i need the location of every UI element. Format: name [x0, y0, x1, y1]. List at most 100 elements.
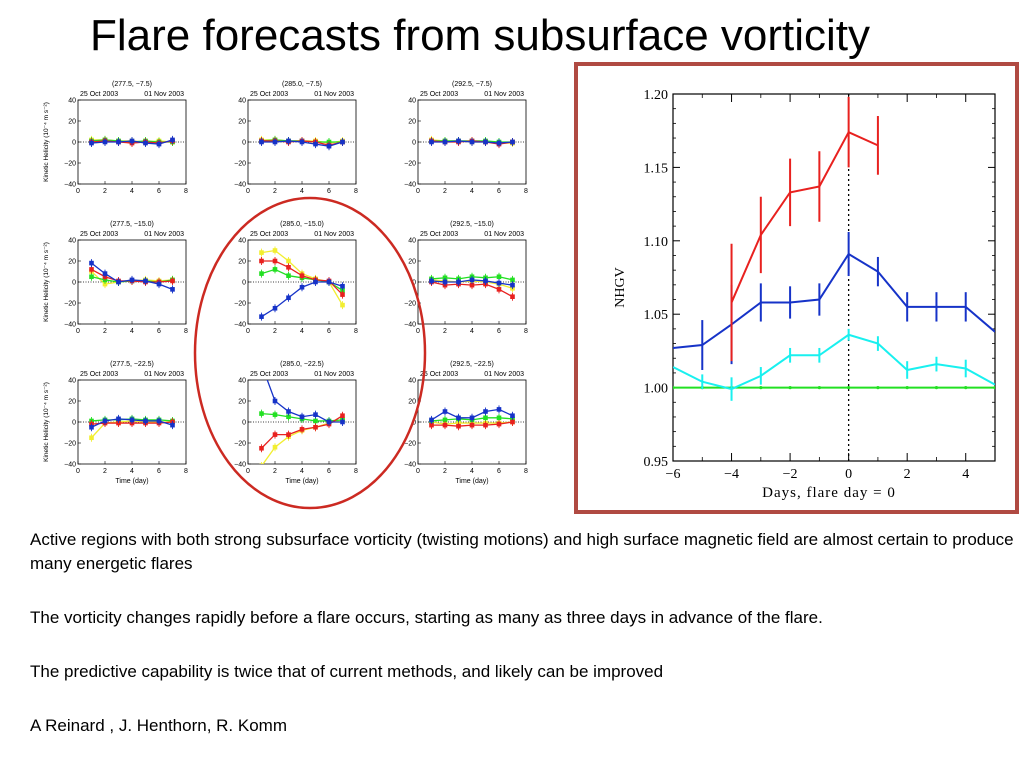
y-tick-label: 40: [68, 238, 76, 245]
data-point: [272, 139, 278, 145]
panel-title: (285.0, −22.5): [280, 361, 324, 368]
data-point: [170, 137, 175, 143]
helicity-panel: (277.5, −7.5) 25 Oct 2003 01 Nov 2003 0 2 4 6 8…: [43, 81, 188, 195]
data-point: [847, 386, 851, 390]
data-point: [496, 140, 502, 146]
slide-body: Active regions with both strong subsurfa…: [30, 528, 1015, 768]
y-tick-label: 0: [412, 420, 416, 427]
nhgv-series-line-red: [730, 130, 879, 303]
data-point: [116, 279, 121, 285]
x-tick-label: 0: [416, 328, 420, 335]
x-tick-label: 8: [354, 328, 358, 335]
data-point: [964, 386, 968, 390]
x-tick-label: 8: [184, 468, 188, 475]
x-tick-label: 4: [300, 468, 304, 475]
data-point: [299, 284, 305, 290]
panel-date-label: 01 Nov 2003: [484, 371, 524, 378]
x-tick-label: 0: [76, 468, 80, 475]
data-point: [429, 417, 434, 423]
data-point: [313, 412, 318, 417]
panel-date-label: 25 Oct 2003: [80, 371, 118, 378]
helicity-panel: (285.0, −15.0) 25 Oct 2003 01 Nov 2003 0 2 4 6…: [234, 221, 358, 335]
y-tick-label: 0: [242, 420, 246, 427]
data-point: [340, 292, 345, 297]
y-tick-label: 20: [238, 399, 246, 406]
x-tick-label: 4: [470, 328, 474, 335]
y-tick-label: 1.00: [644, 382, 669, 397]
data-point: [673, 386, 675, 390]
nhgv-chart-frame: 0.95 1.00 1.05 1.10 1.15 1.20 −6 −4 −2 0 2 4 Days, f…: [574, 62, 1019, 514]
x-tick-label: 2: [103, 188, 107, 195]
y-tick-label: −40: [64, 182, 76, 189]
data-point: [286, 258, 291, 264]
x-tick-label: 4: [300, 328, 304, 335]
x-tick-label: 4: [962, 467, 969, 482]
x-tick-label: 2: [443, 468, 447, 475]
x-tick-label: −6: [666, 467, 681, 482]
data-point: [496, 280, 502, 286]
data-point: [286, 409, 291, 414]
data-point: [510, 282, 515, 288]
y-tick-label: −40: [404, 322, 416, 329]
x-tick-label: 6: [157, 188, 161, 195]
data-point: [272, 412, 278, 417]
data-point: [102, 271, 108, 276]
y-tick-label: −40: [404, 462, 416, 469]
data-point: [170, 278, 175, 284]
x-tick-label: 6: [327, 328, 331, 335]
x-tick-label: −4: [724, 467, 739, 482]
x-tick-label: 8: [184, 188, 188, 195]
x-tick-label: 0: [416, 188, 420, 195]
data-point: [510, 139, 515, 145]
panel-date-label: 25 Oct 2003: [250, 231, 288, 238]
x-tick-label: 0: [246, 328, 250, 335]
panel-date-label: 01 Nov 2003: [144, 231, 184, 238]
data-point: [340, 302, 345, 308]
panel-date-label: 01 Nov 2003: [144, 91, 184, 98]
panel-title: (292.5, −15.0): [450, 221, 494, 228]
data-point: [272, 444, 278, 450]
data-point: [299, 427, 305, 432]
data-point: [286, 138, 291, 144]
data-point: [259, 411, 264, 416]
y-tick-label: 20: [408, 259, 416, 266]
panel-title: (292.5, −7.5): [452, 81, 492, 88]
data-point: [143, 278, 148, 284]
x-tick-label: 8: [354, 468, 358, 475]
data-point: [272, 305, 278, 311]
data-point: [469, 277, 475, 283]
data-point: [510, 413, 515, 419]
y-tick-label: −20: [64, 441, 76, 448]
x-tick-label: 4: [300, 188, 304, 195]
panel-title: (277.5, −22.5): [110, 361, 154, 368]
x-tick-label: 0: [76, 328, 80, 335]
panel-title: (292.5, −22.5): [450, 361, 494, 368]
data-point: [89, 267, 94, 272]
x-tick-label: 2: [103, 468, 107, 475]
panel-date-label: 01 Nov 2003: [314, 371, 354, 378]
data-point: [272, 267, 278, 272]
data-point: [469, 415, 475, 421]
data-point: [496, 415, 502, 421]
x-tick-label: 0: [246, 188, 250, 195]
y-tick-label: −20: [64, 301, 76, 308]
panel-ylabel: Kinetic Helicity (10⁻⁴ m s⁻²): [43, 242, 50, 322]
data-point: [510, 294, 515, 300]
y-tick-label: −20: [404, 301, 416, 308]
data-point: [496, 274, 502, 280]
data-point: [102, 139, 108, 145]
data-point: [442, 139, 448, 145]
data-point: [259, 445, 264, 451]
data-point: [483, 422, 488, 428]
x-tick-label: 6: [327, 188, 331, 195]
y-tick-label: 20: [68, 259, 76, 266]
slide-title: Flare forecasts from subsurface vorticit…: [90, 11, 871, 60]
helicity-panel: (277.5, −15.0) 25 Oct 2003 01 Nov 2003 0 2 4 6…: [43, 221, 188, 335]
y-tick-label: 20: [408, 119, 416, 126]
y-tick-label: −40: [404, 182, 416, 189]
data-point: [496, 407, 502, 412]
data-point: [286, 265, 291, 270]
data-point: [286, 273, 291, 279]
x-tick-label: 6: [497, 188, 501, 195]
data-point: [340, 139, 345, 145]
